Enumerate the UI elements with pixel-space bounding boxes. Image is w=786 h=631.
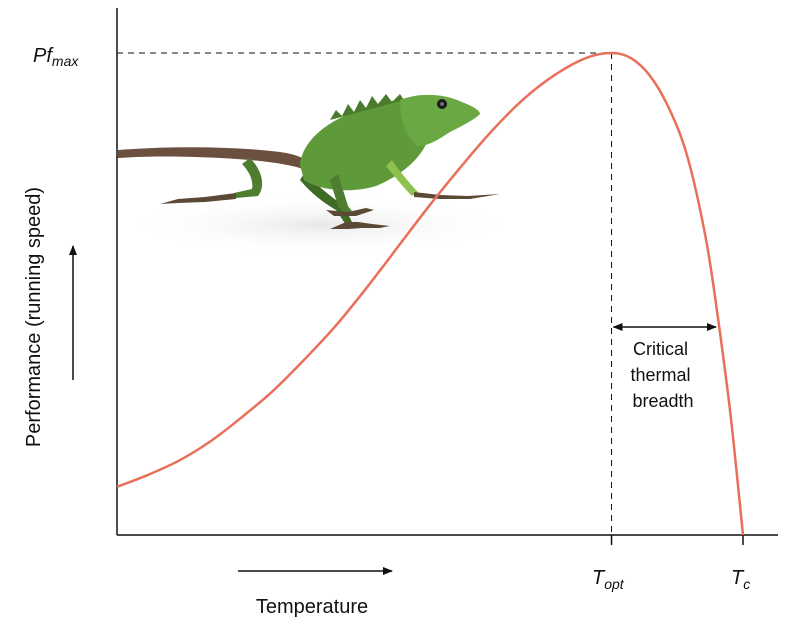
breadth-line-1: Critical (633, 339, 688, 359)
pfmax-label: Pfmax (33, 45, 79, 69)
breadth-line-3: breadth (632, 391, 693, 411)
tc-label: Tc (731, 567, 750, 592)
x-axis-label: Temperature (256, 596, 368, 618)
performance-curve (116, 51, 745, 536)
breadth-annotation: Critical thermal breadth (630, 339, 695, 411)
breadth-line-2: thermal (630, 365, 690, 385)
y-axis-label: Performance (running speed) (23, 187, 45, 447)
topt-label: Topt (592, 567, 625, 592)
green-lizard (118, 94, 520, 255)
